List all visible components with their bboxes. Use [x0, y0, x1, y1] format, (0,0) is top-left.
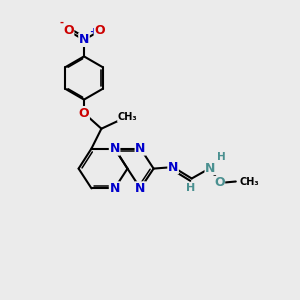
Text: N: N [79, 33, 89, 46]
Text: CH₃: CH₃ [118, 112, 137, 122]
Text: -: - [60, 17, 64, 28]
Text: H: H [217, 152, 226, 162]
Text: +: + [89, 27, 96, 36]
Text: N: N [168, 160, 178, 174]
Text: H: H [186, 183, 195, 193]
Text: N: N [135, 142, 146, 155]
Text: N: N [135, 182, 146, 195]
Text: O: O [214, 176, 225, 190]
Text: O: O [94, 24, 105, 38]
Text: O: O [63, 24, 74, 38]
Text: CH₃: CH₃ [239, 176, 259, 187]
Text: O: O [79, 106, 89, 120]
Text: N: N [110, 182, 120, 195]
Text: N: N [205, 161, 215, 175]
Text: N: N [110, 142, 120, 155]
